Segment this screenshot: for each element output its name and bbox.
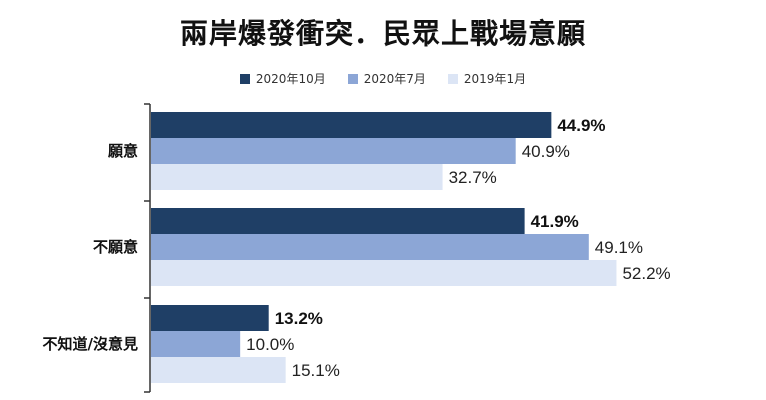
legend-label-2019-1: 2019年1月 — [463, 72, 527, 86]
legend-item-2020-10: 2020年10月 — [239, 70, 326, 87]
bar-2020年10月-不知道/沒意見 — [151, 305, 269, 331]
legend-item-2020-7: 2020年7月 — [347, 70, 426, 87]
data-label: 13.2% — [275, 309, 323, 328]
legend-swatch-2020-10 — [239, 73, 250, 84]
bar-2019年1月-不願意 — [151, 260, 617, 286]
category-label: 不知道/沒意見 — [43, 335, 138, 353]
data-label: 15.1% — [292, 361, 340, 380]
data-label: 32.7% — [449, 168, 497, 187]
chart-legend: 2020年10月 2020年7月 2019年1月 — [0, 70, 766, 87]
legend-item-2019-1: 2019年1月 — [447, 70, 527, 87]
bar-2020年10月-願意 — [151, 112, 552, 138]
legend-label-2020-10: 2020年10月 — [255, 72, 326, 86]
data-label: 10.0% — [246, 335, 294, 354]
data-label: 40.9% — [522, 142, 570, 161]
category-label: 願意 — [108, 142, 138, 160]
bar-2020年7月-願意 — [151, 138, 516, 164]
bar-2020年10月-不願意 — [151, 208, 525, 234]
bar-2020年7月-不知道/沒意見 — [151, 331, 241, 357]
legend-label-2020-7: 2020年7月 — [363, 72, 426, 86]
legend-swatch-2020-7 — [347, 73, 358, 84]
category-label: 不願意 — [93, 238, 138, 256]
data-label: 41.9% — [531, 212, 579, 231]
chart-title: 兩岸爆發衝突．民眾上戰場意願 — [179, 17, 586, 50]
bar-2019年1月-不知道/沒意見 — [151, 357, 286, 383]
bar-2020年7月-不願意 — [151, 234, 589, 260]
bar-2019年1月-願意 — [151, 164, 443, 190]
data-label: 49.1% — [595, 238, 643, 257]
data-label: 52.2% — [622, 264, 670, 283]
data-label: 44.9% — [557, 116, 605, 135]
legend-swatch-2019-1 — [447, 73, 458, 84]
